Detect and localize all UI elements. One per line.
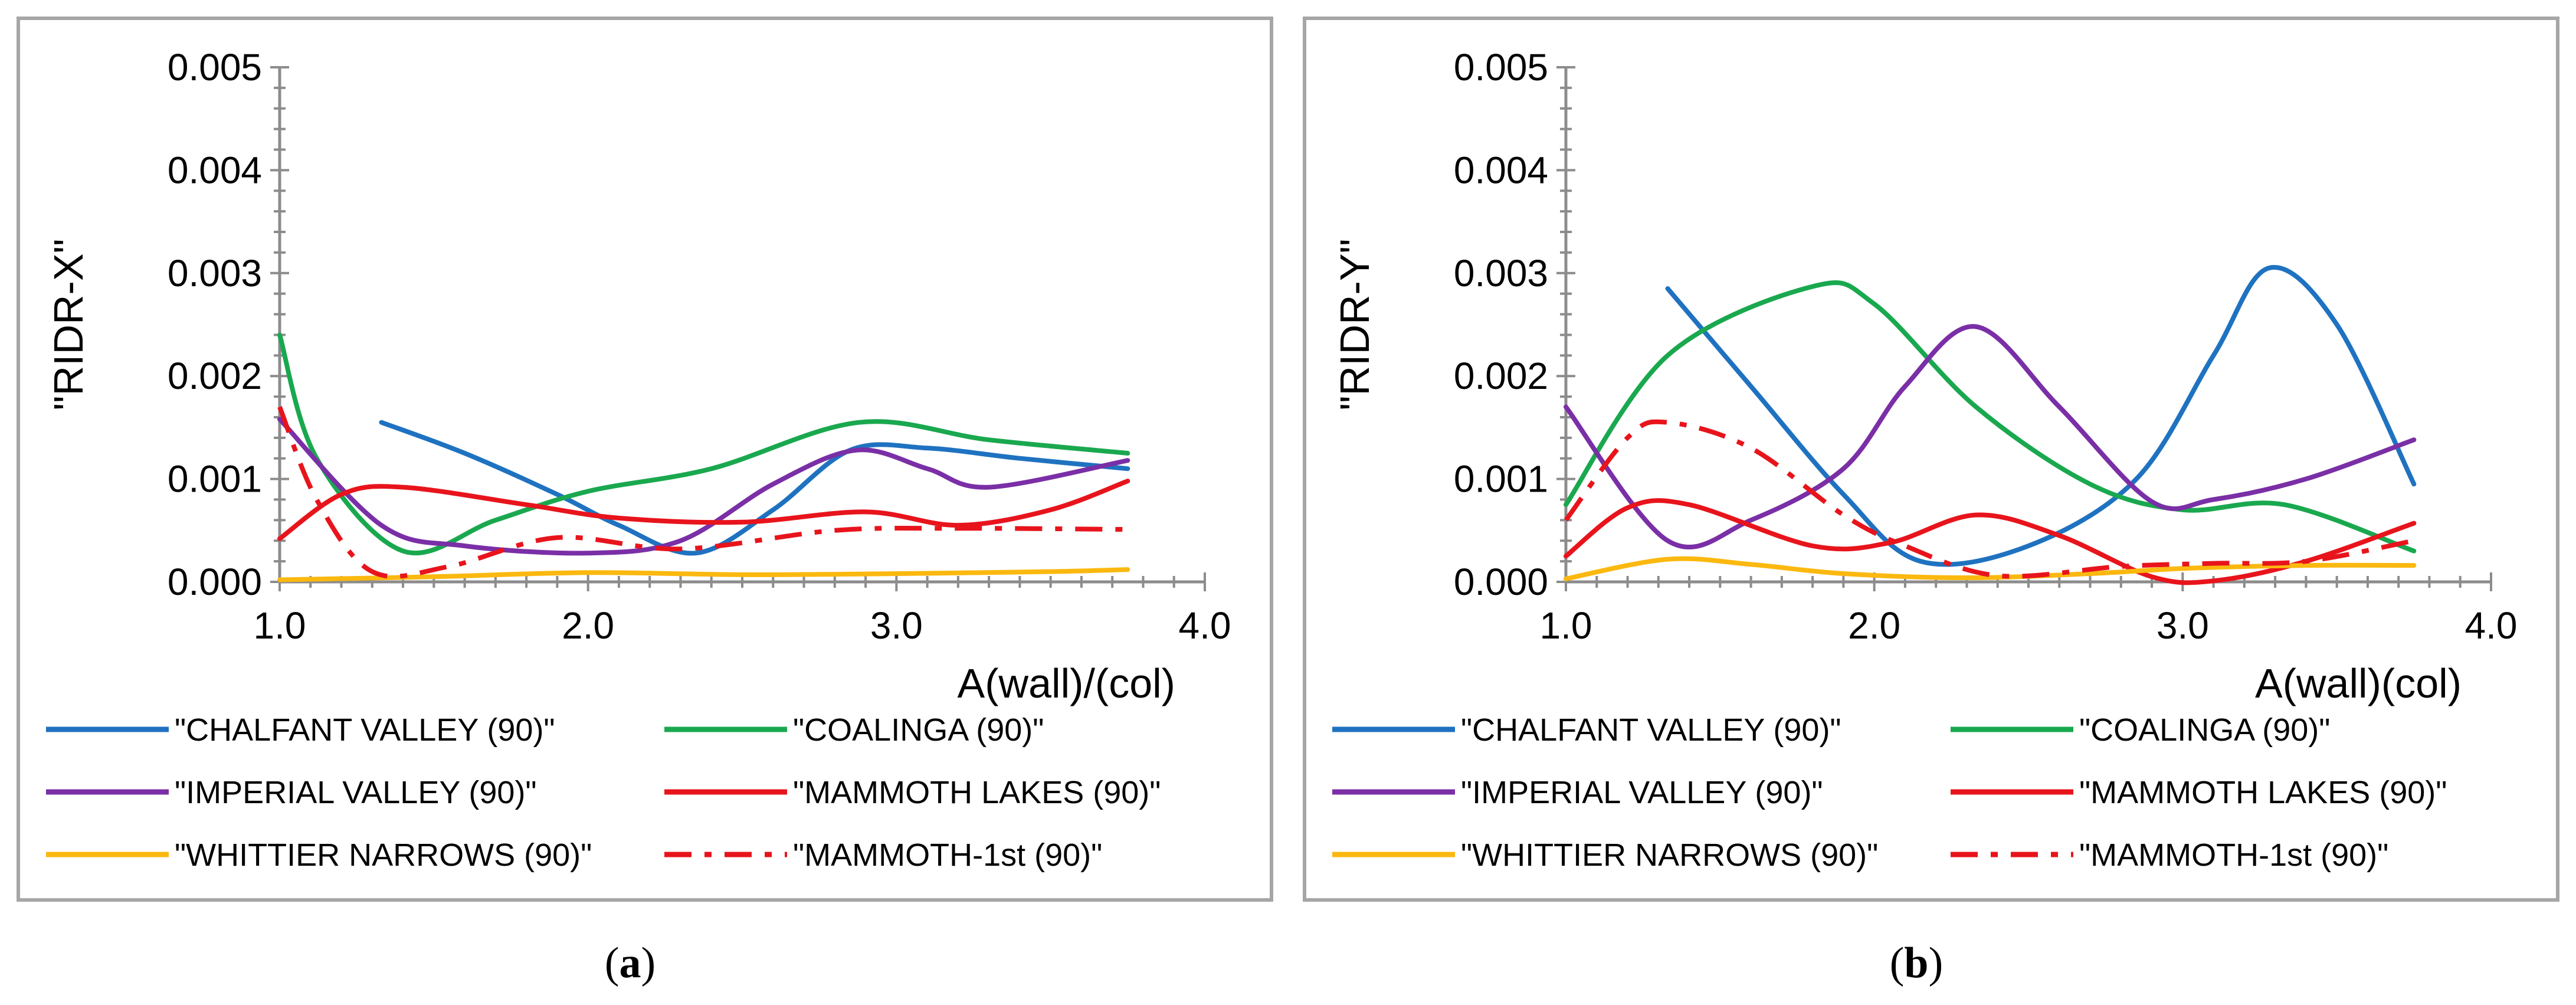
chart-panel-b: 0.000 0.001 0.002 0.003 0.004 0.005 1.0 2.0 3.0 4…	[1303, 17, 2559, 902]
chart-svg-a: 0.000 0.001 0.002 0.003 0.004 0.005 1.0 2.0 3.0 4…	[45, 46, 1231, 873]
chart1-y-tick-label: 0.001	[1454, 458, 1548, 500]
caption-a: (a)	[512, 938, 748, 988]
chart0-x-tick-label: 4.0	[1179, 604, 1231, 647]
chart1-x-tick-label: 2.0	[1848, 604, 1900, 647]
chart0-x-axis-title: A(wall)/(col)	[958, 660, 1175, 706]
chart0-legend-label-5: "MAMMOTH-1st (90)"	[793, 837, 1102, 873]
chart1-x-tick-label: 4.0	[2465, 604, 2518, 647]
chart0-x-tick-label: 3.0	[870, 604, 923, 647]
chart0-y-tick-label: 0.002	[168, 355, 262, 397]
chart1-legend-label-4: "WHITTIER NARROWS (90)"	[1461, 837, 1878, 873]
caption-a-close: )	[641, 939, 656, 987]
chart1-series-line-4	[1564, 556, 2417, 581]
caption-b-letter: b	[1904, 939, 1929, 987]
caption-a-open: (	[604, 939, 620, 987]
caption-b-close: )	[1928, 939, 1944, 987]
chart1-y-tick-label: 0.005	[1454, 46, 1548, 89]
chart1-x-axis-title: A(wall)(col)	[2255, 660, 2462, 706]
chart1-series-line-5	[1564, 419, 2415, 579]
chart1-y-axis-title: "RIDR-Y"	[1332, 239, 1378, 411]
chart1-y-tick-label: 0.004	[1454, 149, 1548, 191]
chart0-legend-label-2: "IMPERIAL VALLEY (90)"	[175, 775, 537, 810]
chart1-x-tick-label: 1.0	[1540, 604, 1592, 647]
caption-a-letter: a	[619, 939, 641, 987]
chart1-series-line-1	[1564, 280, 2417, 554]
chart0-y-tick-label: 0.000	[168, 561, 262, 603]
chart0-y-tick-label: 0.003	[168, 252, 262, 294]
chart0-series-line-3	[277, 479, 1130, 541]
chart0-y-tick-label: 0.004	[168, 149, 262, 191]
chart1-series-line-3	[1564, 498, 2417, 585]
chart0-x-tick-label: 2.0	[562, 604, 614, 647]
caption-b: (b)	[1798, 938, 2034, 988]
chart0-legend-label-3: "MAMMOTH LAKES (90)"	[793, 775, 1161, 810]
chart0-series-line-0	[379, 420, 1130, 556]
chart0-x-tick-label: 1.0	[254, 604, 306, 647]
chart1-legend-label-3: "MAMMOTH LAKES (90)"	[2079, 775, 2447, 810]
chart1-y-tick-label: 0.000	[1454, 561, 1548, 603]
chart0-legend-label-1: "COALINGA (90)"	[793, 712, 1044, 748]
chart1-y-tick-label: 0.002	[1454, 355, 1548, 397]
chart0-legend-label-4: "WHITTIER NARROWS (90)"	[175, 837, 592, 873]
chart1-legend-label-0: "CHALFANT VALLEY (90)"	[1461, 712, 1841, 748]
chart1-series-line-0	[1665, 265, 2417, 567]
chart-svg-b: 0.000 0.001 0.002 0.003 0.004 0.005 1.0 2.0 3.0 4…	[1332, 46, 2518, 873]
chart1-legend-label-5: "MAMMOTH-1st (90)"	[2079, 837, 2388, 873]
chart1-series-line-2	[1564, 324, 2417, 549]
chart0-series-line-4	[277, 567, 1130, 582]
chart0-y-tick-label: 0.005	[168, 46, 262, 89]
chart0-y-axis-title: "RIDR-X"	[45, 239, 91, 411]
chart-panel-a: 0.000 0.001 0.002 0.003 0.004 0.005 1.0 2.0 3.0 4…	[17, 17, 1273, 902]
caption-b-open: (	[1889, 939, 1905, 987]
chart1-y-tick-label: 0.003	[1454, 252, 1548, 294]
chart1-legend-label-1: "COALINGA (90)"	[2079, 712, 2330, 748]
chart1-legend-label-2: "IMPERIAL VALLEY (90)"	[1461, 775, 1823, 810]
chart0-y-tick-label: 0.001	[168, 458, 262, 500]
chart0-legend-label-0: "CHALFANT VALLEY (90)"	[175, 712, 555, 748]
chart0-series-line-5	[277, 406, 1128, 579]
chart1-x-tick-label: 3.0	[2157, 604, 2209, 647]
